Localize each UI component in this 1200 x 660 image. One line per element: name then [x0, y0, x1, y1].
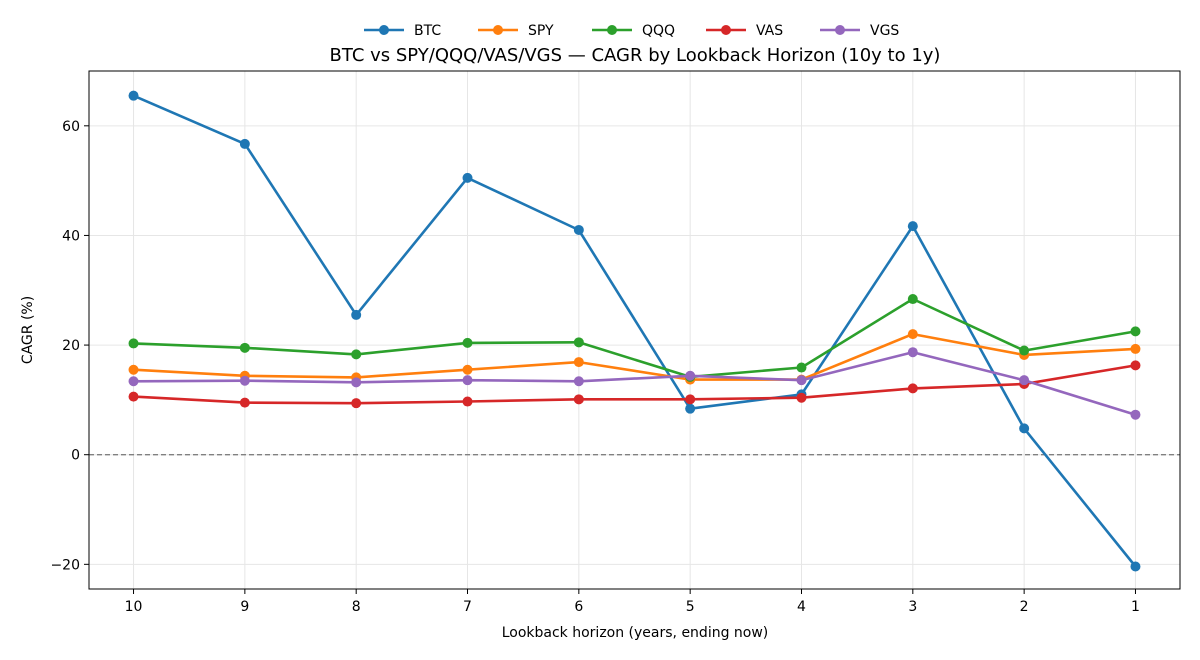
data-point-spy	[907, 329, 918, 340]
grid	[89, 71, 1180, 589]
data-point-vgs	[685, 370, 696, 381]
data-point-qqq	[1019, 345, 1030, 356]
data-point-vgs	[796, 375, 807, 386]
legend-swatch-marker	[493, 25, 503, 35]
legend-label: SPY	[528, 23, 554, 39]
chart-title: BTC vs SPY/QQQ/VAS/VGS — CAGR by Lookbac…	[330, 45, 941, 66]
data-point-spy	[573, 357, 584, 368]
data-point-qqq	[128, 338, 139, 349]
data-point-vgs	[573, 376, 584, 387]
x-tick-label: 8	[352, 599, 361, 615]
legend-swatch-marker	[835, 25, 845, 35]
data-point-qqq	[239, 342, 250, 353]
legend-item-vgs: VGS	[820, 23, 899, 39]
data-point-vas	[573, 394, 584, 405]
x-axis-label: Lookback horizon (years, ending now)	[502, 625, 769, 641]
series-qqq	[128, 294, 1141, 382]
data-point-btc	[685, 403, 696, 414]
y-tick-label: 60	[62, 119, 80, 135]
data-point-vas	[907, 383, 918, 394]
series-vas	[128, 360, 1141, 409]
series-group	[128, 90, 1141, 572]
data-point-vas	[685, 394, 696, 405]
legend-label: VAS	[756, 23, 783, 39]
data-point-btc	[462, 172, 473, 183]
data-point-btc	[907, 221, 918, 232]
y-tick-label: 20	[62, 338, 80, 354]
data-point-vgs	[1130, 409, 1141, 420]
series-btc	[128, 90, 1141, 572]
data-point-qqq	[351, 349, 362, 360]
x-tick-label: 7	[463, 599, 472, 615]
legend-label: QQQ	[642, 23, 675, 39]
data-point-qqq	[462, 337, 473, 348]
legend-item-vas: VAS	[706, 23, 783, 39]
data-point-vgs	[462, 375, 473, 386]
legend-label: BTC	[414, 23, 441, 39]
legend: BTC SPY QQQ VAS VGS	[364, 23, 899, 39]
data-point-vgs	[128, 376, 139, 387]
legend-item-qqq: QQQ	[592, 23, 675, 39]
data-point-btc	[239, 138, 250, 149]
data-point-btc	[128, 90, 139, 101]
series-line-vgs	[133, 350, 1136, 416]
y-tick-label: −20	[50, 557, 80, 573]
series-line-spy	[133, 332, 1136, 381]
x-tick-label: 6	[574, 599, 583, 615]
legend-label: VGS	[870, 23, 899, 39]
x-tick-label: 5	[686, 599, 695, 615]
data-point-vas	[351, 398, 362, 409]
y-tick-label: 40	[62, 228, 80, 244]
plot-frame	[88, 70, 1181, 590]
data-point-vas	[462, 396, 473, 407]
data-point-btc	[573, 224, 584, 235]
x-tick-label: 1	[1131, 599, 1140, 615]
legend-swatch-marker	[721, 25, 731, 35]
y-axis-label: CAGR (%)	[20, 296, 36, 364]
data-point-spy	[128, 364, 139, 375]
data-point-qqq	[796, 362, 807, 373]
x-tick-label: 9	[240, 599, 249, 615]
data-point-vgs	[351, 377, 362, 388]
legend-item-btc: BTC	[364, 23, 441, 39]
series-vgs	[128, 347, 1141, 420]
data-point-vgs	[239, 375, 250, 386]
legend-swatch-marker	[607, 25, 617, 35]
series-spy	[128, 329, 1141, 385]
data-point-vgs	[1019, 375, 1030, 386]
data-point-qqq	[1130, 326, 1141, 337]
series-line-vas	[133, 364, 1136, 405]
data-point-vgs	[907, 347, 918, 358]
data-point-spy	[1130, 343, 1141, 354]
data-point-vas	[1130, 360, 1141, 371]
data-point-spy	[462, 364, 473, 375]
data-point-btc	[1130, 561, 1141, 572]
legend-item-spy: SPY	[478, 23, 554, 39]
data-point-vas	[796, 392, 807, 403]
data-point-btc	[351, 309, 362, 320]
series-line-btc	[132, 94, 1137, 568]
legend-swatch-marker	[379, 25, 389, 35]
series-line-qqq	[133, 297, 1136, 379]
x-axis: 10 9 8 7 6 5 4 3 2 1	[125, 589, 1140, 615]
data-point-qqq	[907, 294, 918, 305]
data-point-vas	[128, 391, 139, 402]
y-axis: −20 0 20 40 60	[50, 119, 89, 573]
x-tick-label: 3	[908, 599, 917, 615]
x-tick-label: 4	[797, 599, 806, 615]
data-point-qqq	[573, 337, 584, 348]
x-tick-label: 2	[1020, 599, 1029, 615]
x-tick-label: 10	[125, 599, 143, 615]
data-point-btc	[1019, 423, 1030, 434]
data-point-vas	[239, 397, 250, 408]
y-tick-label: 0	[71, 448, 80, 464]
